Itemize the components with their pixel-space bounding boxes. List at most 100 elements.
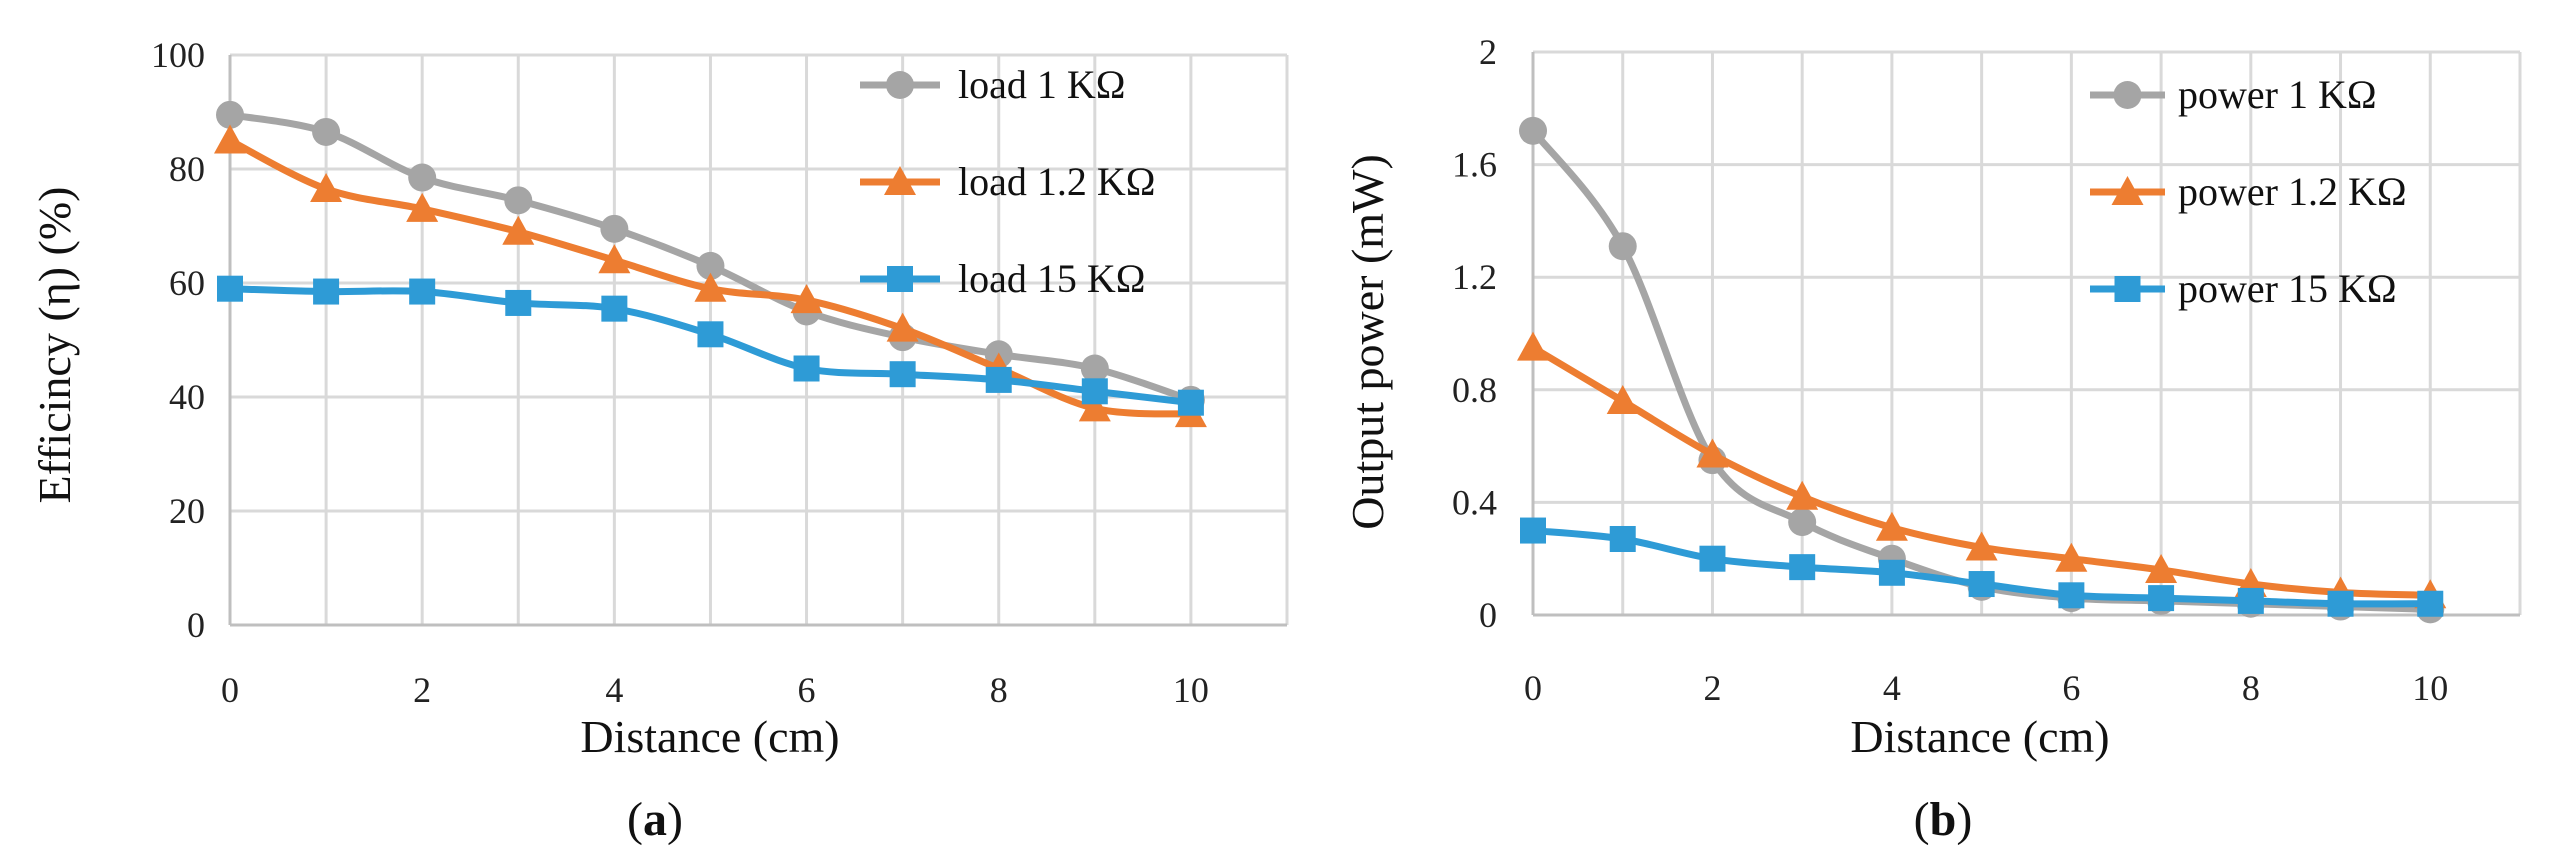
panel-b-data-point	[2055, 542, 2088, 572]
panel-a-legend-entry: load 1.2 KΩ	[860, 159, 1155, 204]
panel-a-legend-entry: load 15 KΩ	[860, 256, 1145, 301]
panel-a-data-point	[985, 366, 1012, 393]
panel-b-legend-entry: power 15 KΩ	[2090, 266, 2397, 311]
panel-a-data-point	[889, 361, 916, 388]
panel-b-legend-label: power 15 KΩ	[2178, 266, 2397, 311]
panel-b-data-point	[1606, 385, 1639, 415]
panel-b-data-point	[1786, 480, 1819, 510]
panel-b-y-tick-label: 1.2	[1452, 257, 1497, 297]
panel-b-data-point	[1965, 531, 1998, 561]
panel-b-legend-marker	[2114, 276, 2141, 302]
panel-a-x-tick-label: 10	[1173, 670, 1209, 710]
panel-a-legend: load 1 KΩ load 1.2 KΩ load 15 KΩ	[860, 62, 1155, 301]
panel-a-x-tick-label: 8	[990, 670, 1008, 710]
panel-a-x-tick-label: 4	[605, 670, 623, 710]
panel-a-data-point	[504, 186, 533, 215]
panel-b-legend-marker	[2113, 81, 2142, 109]
panel-a-data-point	[1177, 389, 1204, 416]
panel-b-x-tick-label: 10	[2412, 668, 2448, 708]
panel-b-data-point	[1789, 554, 1816, 581]
panel-b-caption: (b)	[1914, 793, 1973, 846]
panel-a-y-tick-label: 20	[169, 491, 205, 531]
panel-a-data-point	[601, 295, 628, 322]
panel-b-x-tick-label: 4	[1883, 668, 1901, 708]
panel-a-caption-letter: a	[643, 793, 667, 846]
panel-b-x-tick-label: 2	[1703, 668, 1721, 708]
panel-b-data-point	[1699, 545, 1726, 572]
panel-a-data-point	[313, 278, 340, 305]
panel-b-y-axis-label: Output power (mW)	[1342, 154, 1393, 530]
panel-b-data-point	[2417, 590, 2444, 617]
panel-b-ticks: 0 0.4 0.8 1.2 1.6 2 0 2 4 6 8 10	[1452, 32, 2448, 708]
panel-a-data-point	[1078, 392, 1111, 422]
panel-a-series-3	[217, 275, 1204, 416]
panel-b-data-point	[2327, 590, 2354, 617]
panel-a-axes	[228, 55, 1287, 627]
panel-a-y-tick-label: 60	[169, 263, 205, 303]
panel-a-data-point	[697, 321, 724, 348]
panel-a-data-point	[310, 172, 343, 202]
panel-a-series	[214, 100, 1207, 428]
panel-a-x-tick-label: 6	[798, 670, 816, 710]
panel-a-data-point	[694, 272, 727, 302]
panel-b-data-point	[2145, 553, 2178, 583]
panel-b-data-point	[2058, 582, 2085, 609]
panel-a-data-point	[790, 284, 823, 314]
panel-b-legend-entry: power 1 KΩ	[2090, 72, 2377, 117]
panel-b-caption-letter: b	[1930, 793, 1957, 846]
panel-b-legend-label: power 1.2 KΩ	[2178, 169, 2407, 214]
panel-b-x-tick-label: 6	[2062, 668, 2080, 708]
panel-a-legend-marker	[887, 266, 913, 292]
panel-a-legend-marker	[886, 71, 914, 99]
panel-a-data-point	[214, 124, 246, 154]
panel-b-data-point	[1609, 525, 1636, 552]
panel-b-series-3	[1520, 517, 2444, 617]
panel-a-y-tick-label: 0	[187, 605, 205, 645]
panel-a-caption: (a)	[627, 793, 683, 846]
panel-a-y-tick-label: 100	[151, 35, 205, 75]
panel-b-y-tick-label: 2	[1479, 32, 1497, 72]
panel-a-data-point	[793, 355, 820, 382]
panel-b-legend-label: power 1 KΩ	[2178, 72, 2377, 117]
panel-b-grid	[1533, 50, 2522, 615]
panel-b-legend: power 1 KΩ power 1.2 KΩ power 15 KΩ	[2090, 72, 2407, 311]
panel-a-grid	[230, 53, 1289, 625]
panel-b-data-point	[1519, 116, 1547, 145]
panel-a-data-point	[406, 192, 439, 222]
panel-a-x-tick-label: 2	[413, 670, 431, 710]
panel-b-data-point	[1696, 438, 1729, 468]
panel-a-x-axis-label: Distance (cm)	[580, 711, 839, 762]
panel-b-y-tick-label: 0	[1479, 595, 1497, 635]
panel-b-output-power-chart: 0 0.4 0.8 1.2 1.6 2 0 2 4 6 8 10 power 1 KΩ power 1.…	[1342, 32, 2522, 846]
panel-a-data-point	[886, 312, 919, 342]
panel-b-data-point	[1520, 517, 1546, 544]
panel-a-data-point	[600, 214, 629, 243]
panel-b-legend-marker	[2111, 176, 2144, 205]
panel-a-data-point	[216, 100, 244, 129]
panel-b-y-tick-label: 0.4	[1452, 482, 1497, 522]
panel-b-x-axis-label: Distance (cm)	[1850, 711, 2109, 762]
panel-a-efficiency-chart: 0 20 40 60 80 100 0 2 4 6 8 10 load 1 KΩ load 1.2 KΩ…	[29, 35, 1289, 846]
panel-b-y-tick-label: 0.8	[1452, 370, 1497, 410]
panel-a-legend-label: load 1 KΩ	[958, 62, 1125, 107]
panel-a-legend-entry: load 1 KΩ	[860, 62, 1125, 107]
panel-a-y-tick-label: 40	[169, 377, 205, 417]
panel-a-legend-marker	[884, 166, 916, 195]
panel-a-data-point	[502, 215, 535, 245]
panel-a-data-point	[312, 117, 341, 146]
panel-b-y-tick-label: 1.6	[1452, 145, 1497, 185]
panel-a-series-1	[216, 100, 1205, 414]
panel-a-data-point	[1081, 378, 1108, 405]
panel-b-x-tick-label: 0	[1524, 668, 1542, 708]
panel-b-data-point	[1517, 331, 1549, 361]
panel-a-y-axis-label: Efficincy (η) (%)	[29, 187, 80, 504]
panel-b-axes	[1531, 52, 2520, 617]
panel-a-data-point	[696, 251, 725, 280]
panel-a-data-point	[217, 275, 243, 302]
panel-a-data-point	[505, 289, 532, 316]
panel-a-y-tick-label: 80	[169, 149, 205, 189]
panel-a-legend-label: load 1.2 KΩ	[958, 159, 1155, 204]
panel-a-data-point	[408, 163, 437, 192]
panel-a-x-tick-label: 0	[221, 670, 239, 710]
